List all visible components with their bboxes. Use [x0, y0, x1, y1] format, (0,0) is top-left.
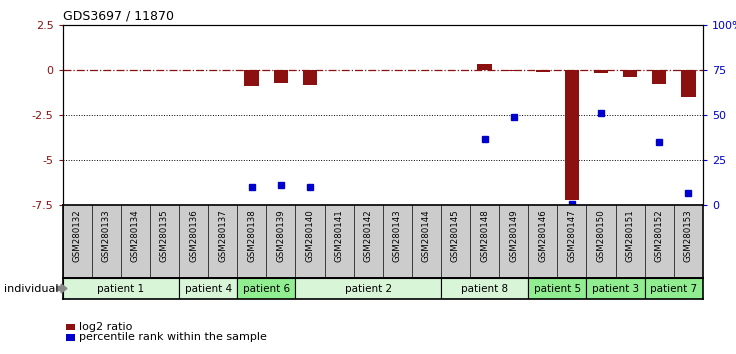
- Text: GSM280149: GSM280149: [509, 209, 518, 262]
- Bar: [274, 70, 288, 84]
- Bar: [237, 278, 295, 299]
- Text: GSM280141: GSM280141: [335, 209, 344, 262]
- Bar: [536, 70, 550, 72]
- Text: patient 8: patient 8: [461, 284, 508, 293]
- Text: GSM280133: GSM280133: [102, 209, 110, 262]
- Bar: [302, 70, 317, 85]
- Text: GSM280142: GSM280142: [364, 209, 372, 262]
- Text: patient 3: patient 3: [592, 284, 639, 293]
- Bar: [681, 70, 696, 97]
- Bar: [594, 70, 608, 73]
- Bar: [63, 278, 179, 299]
- Text: patient 1: patient 1: [97, 284, 144, 293]
- Text: patient 2: patient 2: [344, 284, 392, 293]
- Text: GSM280151: GSM280151: [626, 209, 634, 262]
- Bar: [295, 278, 441, 299]
- Text: patient 7: patient 7: [650, 284, 697, 293]
- Text: GSM280148: GSM280148: [480, 209, 489, 262]
- Text: individual: individual: [4, 284, 58, 293]
- Text: GSM280138: GSM280138: [247, 209, 256, 262]
- Text: GSM280136: GSM280136: [189, 209, 198, 262]
- Text: patient 5: patient 5: [534, 284, 581, 293]
- Text: GSM280147: GSM280147: [567, 209, 576, 262]
- Text: GSM280139: GSM280139: [276, 209, 286, 262]
- Text: GSM280152: GSM280152: [655, 209, 664, 262]
- Bar: [652, 70, 667, 84]
- Text: GSM280135: GSM280135: [160, 209, 169, 262]
- Bar: [587, 278, 645, 299]
- Bar: [478, 64, 492, 70]
- Text: GSM280146: GSM280146: [538, 209, 548, 262]
- Text: GSM280134: GSM280134: [131, 209, 140, 262]
- Text: patient 6: patient 6: [243, 284, 290, 293]
- Text: GSM280144: GSM280144: [422, 209, 431, 262]
- Text: log2 ratio: log2 ratio: [79, 322, 132, 332]
- Bar: [645, 278, 703, 299]
- Bar: [179, 278, 237, 299]
- Text: GSM280140: GSM280140: [305, 209, 314, 262]
- Bar: [528, 278, 587, 299]
- Bar: [506, 70, 521, 71]
- Bar: [441, 278, 528, 299]
- Bar: [244, 70, 259, 86]
- Text: GSM280132: GSM280132: [73, 209, 82, 262]
- Bar: [623, 70, 637, 77]
- Text: GSM280145: GSM280145: [451, 209, 460, 262]
- Text: patient 4: patient 4: [185, 284, 232, 293]
- Bar: [565, 70, 579, 200]
- Text: GDS3697 / 11870: GDS3697 / 11870: [63, 9, 174, 22]
- Text: GSM280150: GSM280150: [596, 209, 606, 262]
- Text: percentile rank within the sample: percentile rank within the sample: [79, 332, 266, 342]
- Text: GSM280143: GSM280143: [393, 209, 402, 262]
- Text: GSM280137: GSM280137: [218, 209, 227, 262]
- Text: GSM280153: GSM280153: [684, 209, 693, 262]
